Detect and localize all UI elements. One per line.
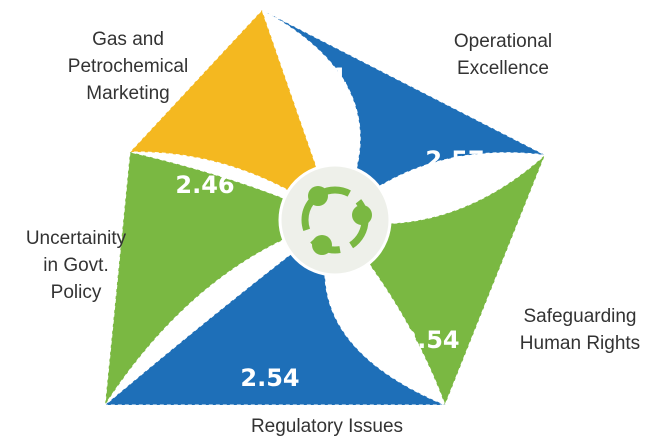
segment-value: 2.54: [240, 364, 299, 392]
segment-label: Uncertainity: [26, 228, 127, 249]
page: {"segments": [ {"label": ["Gas and", "Pe…: [0, 0, 654, 447]
segment-label: Excellence: [457, 58, 549, 79]
segment-label: Policy: [51, 282, 102, 303]
center-circle: [280, 165, 390, 275]
segment-label: Safeguarding: [523, 306, 636, 327]
segment-label: Operational: [454, 31, 552, 52]
center-icon-dot: [308, 186, 328, 206]
diagram: 2.61 Gas and Petrochemical Marketing 2.57 Ope…: [0, 0, 654, 447]
segment-value: 2.46: [175, 171, 234, 199]
segment-value: 2.57: [425, 146, 484, 174]
center-icon-dot: [312, 235, 332, 255]
segment-value: 2.61: [288, 63, 347, 91]
center-icon-dot: [352, 205, 372, 225]
segment-label: Gas and: [92, 29, 164, 50]
segment-label: Petrochemical: [68, 56, 188, 77]
segment-label: in Govt.: [43, 255, 108, 276]
segment-label: Marketing: [86, 83, 169, 104]
segment-value: 2.54: [400, 326, 459, 354]
segment-label: Human Rights: [520, 333, 640, 354]
segment-label: Regulatory Issues: [251, 416, 403, 437]
